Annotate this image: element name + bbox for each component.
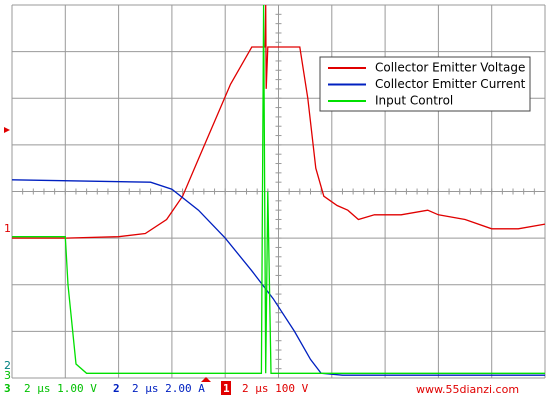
legend-label: Input Control bbox=[375, 94, 453, 108]
trace bbox=[12, 4, 546, 239]
watermark: www.55dianzi.com bbox=[416, 383, 519, 396]
footer-channel: 3 bbox=[4, 382, 11, 395]
channel-marker: 1 bbox=[4, 222, 11, 235]
time-marker bbox=[201, 377, 211, 382]
channel-marker: 3 bbox=[4, 369, 11, 382]
legend-label: Collector Emitter Current bbox=[375, 77, 526, 91]
trace bbox=[12, 4, 545, 374]
footer-scale: 2 μs 1.00 V bbox=[24, 382, 97, 395]
footer-channel: 1 bbox=[223, 382, 230, 395]
channel-box bbox=[221, 381, 231, 395]
footer-scale: 2 μs 2.00 A bbox=[132, 382, 205, 395]
legend-label: Collector Emitter Voltage bbox=[375, 61, 525, 75]
trigger-marker bbox=[4, 127, 10, 133]
footer-channel: 2 bbox=[113, 382, 120, 395]
channel-marker: 2 bbox=[4, 359, 11, 372]
footer-scale: 2 μs 100 V bbox=[242, 382, 309, 395]
